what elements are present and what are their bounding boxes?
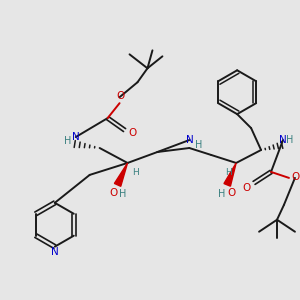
- Text: H: H: [119, 189, 126, 199]
- Text: H: H: [64, 136, 71, 146]
- Text: O: O: [110, 188, 118, 198]
- Text: H: H: [218, 189, 225, 199]
- Polygon shape: [114, 163, 128, 186]
- Text: O: O: [292, 172, 300, 182]
- Text: N: N: [186, 135, 194, 145]
- Text: N: N: [51, 247, 59, 256]
- Text: O: O: [116, 91, 125, 101]
- Text: O: O: [242, 183, 250, 193]
- Polygon shape: [224, 163, 236, 186]
- Text: H: H: [195, 140, 202, 150]
- Text: H: H: [225, 168, 232, 177]
- Text: N: N: [72, 132, 80, 142]
- Text: H: H: [132, 168, 139, 177]
- Text: O: O: [227, 188, 235, 198]
- Text: H: H: [286, 135, 294, 145]
- Text: N: N: [279, 135, 287, 145]
- Text: O: O: [128, 128, 137, 138]
